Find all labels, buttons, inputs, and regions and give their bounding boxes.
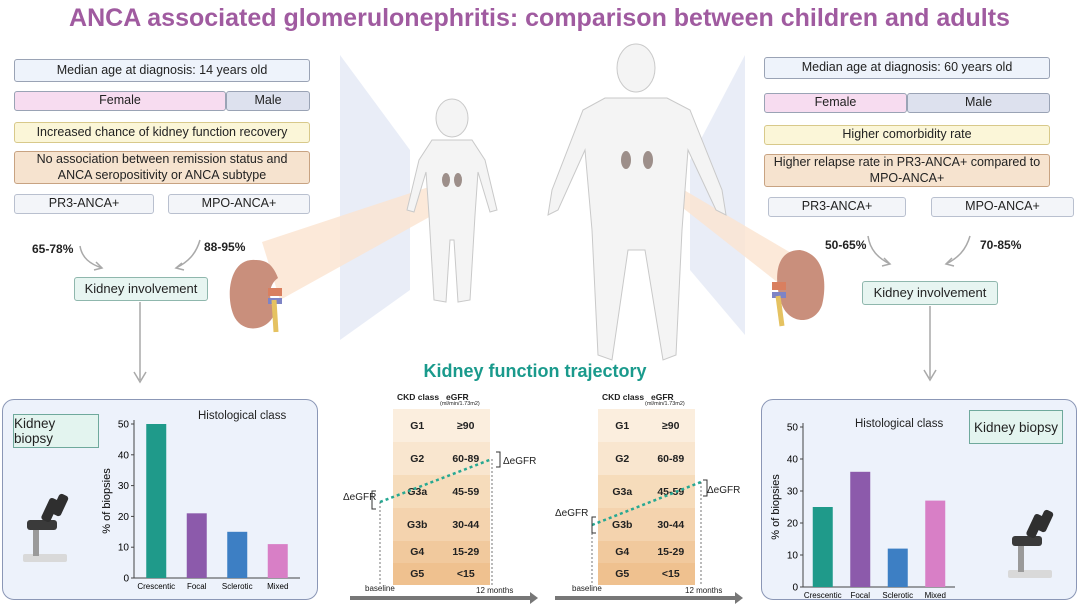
adults-median-age: Median age at diagnosis: 60 years old <box>764 57 1050 79</box>
trajectory-title: Kidney function trajectory <box>423 361 647 381</box>
bar-focal <box>850 471 871 587</box>
microscope-icon <box>23 493 69 562</box>
bar-crescentic <box>146 424 167 578</box>
children-pr3-percent: 65-78% <box>32 242 74 256</box>
adults-relapse: Higher relapse rate in PR3-ANCA+ compare… <box>764 154 1050 187</box>
children-kidney-involvement: Kidney involvement <box>74 277 208 301</box>
adults-delta-egfr-start: ΔeGFR <box>555 508 589 519</box>
adults-comorbidity: Higher comorbidity rate <box>764 125 1050 145</box>
chart-title: Histological class <box>198 410 286 422</box>
x-tick-label: Focal <box>850 591 870 600</box>
adults-12months-label: 12 months <box>685 586 723 595</box>
bar-mixed <box>267 544 288 578</box>
adults-kidney-biopsy-label: Kidney biopsy <box>969 410 1063 444</box>
y-tick-label: 40 <box>118 450 130 461</box>
ckd-row: G5 <15 <box>598 563 695 585</box>
adults-kidney-involvement: Kidney involvement <box>862 281 998 305</box>
ckd-row: G3b 30-44 <box>598 508 695 541</box>
ckd-class-header: CKD class <box>602 392 645 402</box>
ckd-row: G4 15-29 <box>393 541 490 563</box>
egfr-header: eGFR <box>446 392 469 402</box>
adults-baseline-label: baseline <box>572 584 602 593</box>
adults-male-bar: Male <box>907 93 1050 113</box>
x-tick-label: Crescentic <box>137 582 175 591</box>
adults-histology-chart: Histological class 0 10 20 30 40 50 % of biopsi… <box>770 418 955 600</box>
y-tick-label: 30 <box>118 481 130 492</box>
children-remission: No association between remission status … <box>14 151 310 184</box>
y-tick-label: 40 <box>787 455 799 466</box>
children-baseline-label: baseline <box>365 584 395 593</box>
y-axis-label: % of biopsies <box>101 468 113 534</box>
ckd-row: G1 ≥90 <box>393 409 490 442</box>
egfr-unit: (ml/min/1.73m2) <box>440 401 480 407</box>
bar-sclerotic <box>227 531 248 578</box>
children-median-age: Median age at diagnosis: 14 years old <box>14 59 310 82</box>
x-tick-label: Sclerotic <box>222 582 253 591</box>
children-mpo-percent: 88-95% <box>204 240 246 254</box>
ckd-row: G4 15-29 <box>598 541 695 563</box>
children-female-bar: Female <box>14 91 226 111</box>
y-tick-label: 30 <box>787 487 799 498</box>
y-tick-label: 50 <box>787 423 799 434</box>
children-male-bar: Male <box>226 91 310 111</box>
bar-mixed <box>925 500 946 587</box>
kidney-icon <box>229 259 282 333</box>
bar-focal <box>186 513 207 578</box>
ckd-class-header: CKD class <box>397 392 440 402</box>
ckd-row: G3b 30-44 <box>393 508 490 541</box>
ckd-row: G3a 45-59 <box>598 475 695 508</box>
y-tick-label: 50 <box>118 420 130 431</box>
y-tick-label: 20 <box>787 519 799 530</box>
children-pr3-label: PR3-ANCA+ <box>14 194 154 214</box>
egfr-unit: (ml/min/1.73m2) <box>645 401 685 407</box>
y-tick-label: 10 <box>787 551 799 562</box>
children-mpo-label: MPO-ANCA+ <box>168 194 310 214</box>
y-tick-label: 20 <box>118 512 130 523</box>
y-axis-label: % of biopsies <box>770 474 782 540</box>
children-delta-egfr-end: ΔeGFR <box>503 456 537 467</box>
children-ckd-table: CKD class eGFR (ml/min/1.73m2) G1 ≥90 G2 6… <box>393 390 490 585</box>
children-recovery: Increased chance of kidney function reco… <box>14 122 310 143</box>
adults-female-bar: Female <box>764 93 907 113</box>
x-tick-label: Sclerotic <box>882 591 913 600</box>
page-title: ANCA associated glomerulonephritis: comp… <box>69 4 1010 32</box>
y-tick-label: 0 <box>792 583 798 594</box>
adults-mpo-percent: 70-85% <box>980 238 1022 252</box>
trajectory-lines <box>350 451 743 604</box>
x-tick-label: Mixed <box>267 582 288 591</box>
y-tick-label: 0 <box>123 574 129 585</box>
x-tick-label: Focal <box>187 582 207 591</box>
child-figure-icon <box>406 98 498 303</box>
adults-delta-egfr-end: ΔeGFR <box>707 485 741 496</box>
children-histology-chart: Histological class 0 10 20 30 40 50 % of biopsi… <box>101 410 300 591</box>
bar-sclerotic <box>887 548 908 587</box>
ckd-row: G1 ≥90 <box>598 409 695 442</box>
adults-mpo-label: MPO-ANCA+ <box>931 197 1074 217</box>
ckd-row: G2 60-89 <box>393 442 490 475</box>
children-12months-label: 12 months <box>476 586 514 595</box>
kidney-icon <box>772 250 825 327</box>
ckd-row: G5 <15 <box>393 563 490 585</box>
microscope-icon <box>1008 509 1054 578</box>
adult-figure-icon <box>547 43 727 361</box>
chart-title: Histological class <box>855 418 943 430</box>
ckd-row: G2 60-89 <box>598 442 695 475</box>
bar-crescentic <box>812 507 833 587</box>
adults-pr3-label: PR3-ANCA+ <box>768 197 906 217</box>
children-kidney-biopsy-label: Kidney biopsy <box>13 414 99 448</box>
children-delta-egfr-start: ΔeGFR <box>343 492 377 503</box>
x-tick-label: Mixed <box>925 591 946 600</box>
adults-pr3-percent: 50-65% <box>825 238 867 252</box>
y-tick-label: 10 <box>118 543 130 554</box>
x-tick-label: Crescentic <box>804 591 842 600</box>
adults-ckd-table: CKD class eGFR (ml/min/1.73m2) G1 ≥90 G2 6… <box>598 390 695 585</box>
egfr-header: eGFR <box>651 392 674 402</box>
